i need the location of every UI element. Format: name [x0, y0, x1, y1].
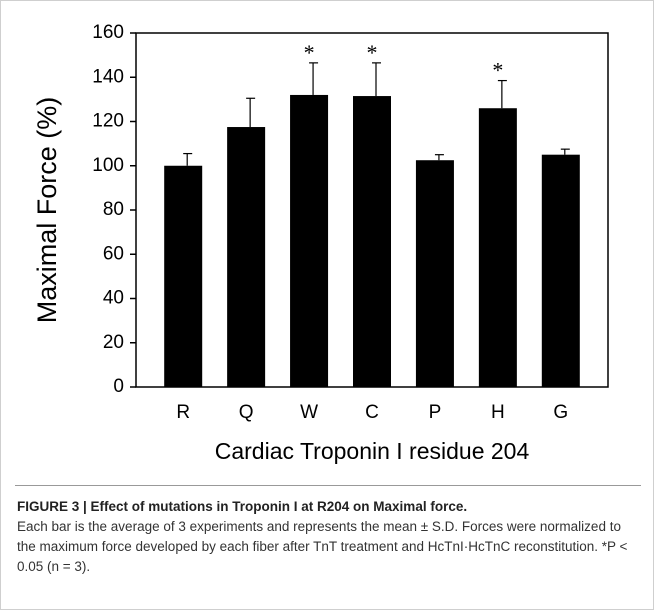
- y-tick-label: 140: [92, 66, 124, 87]
- caption-title: FIGURE 3 | Effect of mutations in Tropon…: [17, 499, 468, 514]
- bar: [353, 96, 391, 388]
- bar: [227, 127, 266, 387]
- separator: [15, 485, 641, 486]
- y-tick-label: 160: [92, 22, 124, 43]
- x-tick-label: C: [365, 402, 379, 423]
- chart: Maximal Force (%) Cardiac Troponin I res…: [32, 22, 609, 464]
- y-axis-label: Maximal Force (%): [32, 97, 62, 324]
- y-tick-label: 120: [92, 111, 124, 132]
- x-tick-label: H: [491, 402, 505, 423]
- significance-mark: *: [367, 40, 378, 65]
- x-tick-label: Q: [239, 402, 254, 423]
- bar: [478, 108, 517, 387]
- caption: FIGURE 3 | Effect of mutations in Tropon…: [17, 497, 641, 577]
- significance-mark: *: [492, 58, 503, 83]
- x-tick-label: W: [300, 402, 318, 423]
- bar: [164, 165, 203, 387]
- x-axis-label: Cardiac Troponin I residue 204: [215, 438, 530, 464]
- x-tick-label: G: [553, 402, 568, 423]
- x-tick-label: P: [429, 402, 442, 423]
- bar: [290, 94, 329, 387]
- bar: [541, 154, 580, 387]
- x-tick-label: R: [176, 402, 190, 423]
- caption-text: Each bar is the average of 3 experiments…: [17, 519, 628, 574]
- y-tick-label: 80: [103, 199, 124, 220]
- bar: [415, 160, 454, 387]
- significance-mark: *: [304, 40, 315, 65]
- y-tick-label: 20: [103, 332, 124, 353]
- y-tick-label: 60: [103, 243, 124, 264]
- y-tick-label: 100: [92, 155, 124, 176]
- y-tick-label: 0: [113, 376, 124, 397]
- y-tick-label: 40: [103, 288, 124, 309]
